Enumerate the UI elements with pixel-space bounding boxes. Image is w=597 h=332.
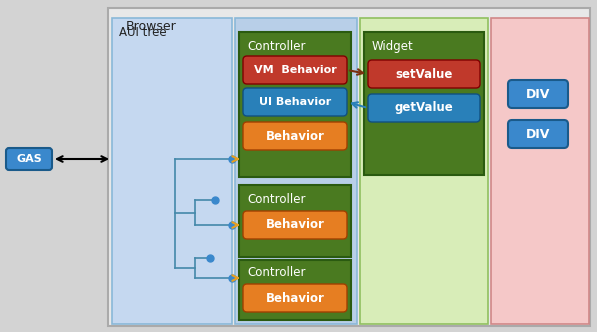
Text: getValue: getValue (395, 102, 453, 115)
Text: Controller: Controller (247, 266, 306, 279)
FancyBboxPatch shape (243, 122, 347, 150)
Text: VM  Behavior: VM Behavior (254, 65, 336, 75)
FancyBboxPatch shape (368, 94, 480, 122)
FancyBboxPatch shape (368, 60, 480, 88)
Bar (364, 32, 484, 175)
FancyBboxPatch shape (243, 284, 347, 312)
Bar (239, 260, 351, 320)
Text: GAS: GAS (16, 154, 42, 164)
Text: Behavior: Behavior (266, 129, 324, 142)
Text: UI Behavior: UI Behavior (259, 97, 331, 107)
Text: Behavior: Behavior (266, 218, 324, 231)
Text: AUI tree: AUI tree (119, 26, 167, 39)
Text: Browser: Browser (126, 20, 177, 33)
Bar (491, 18, 589, 324)
FancyBboxPatch shape (508, 120, 568, 148)
Text: Controller: Controller (247, 40, 306, 53)
Text: setValue: setValue (395, 67, 453, 80)
Text: Widget: Widget (372, 40, 414, 53)
Bar (360, 18, 488, 324)
FancyBboxPatch shape (243, 88, 347, 116)
Bar (239, 32, 351, 177)
Text: DIV: DIV (526, 88, 550, 101)
FancyBboxPatch shape (508, 80, 568, 108)
FancyBboxPatch shape (6, 148, 52, 170)
Bar (108, 8, 590, 326)
Bar (235, 18, 357, 324)
Bar (239, 185, 351, 257)
FancyBboxPatch shape (243, 56, 347, 84)
FancyBboxPatch shape (243, 211, 347, 239)
Text: Behavior: Behavior (266, 291, 324, 304)
Text: DIV: DIV (526, 127, 550, 140)
Text: Controller: Controller (247, 193, 306, 206)
Bar (112, 18, 232, 324)
